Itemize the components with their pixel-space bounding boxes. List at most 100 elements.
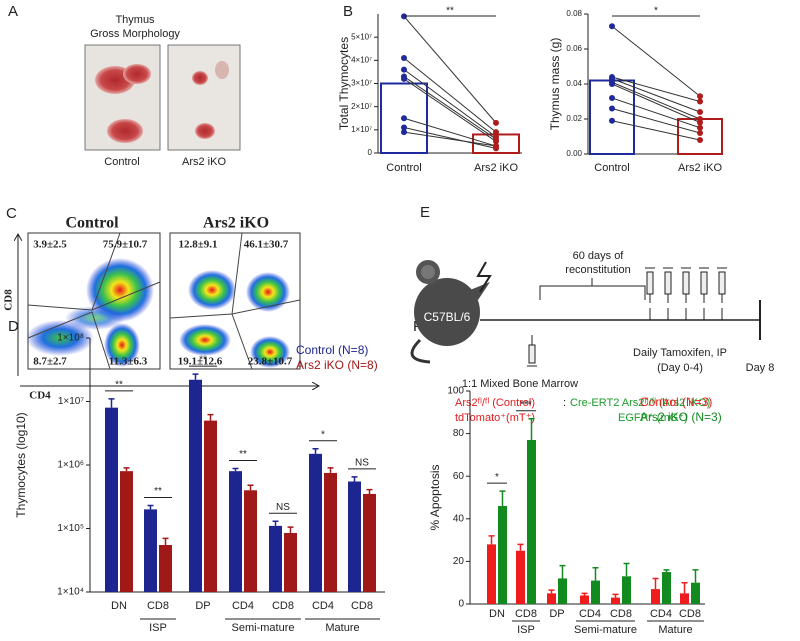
thymus-lobe bbox=[192, 71, 208, 85]
significance: ** bbox=[239, 449, 247, 460]
bar bbox=[580, 595, 589, 604]
y-tick-label: 0.04 bbox=[566, 79, 582, 88]
pair-line bbox=[611, 25, 701, 97]
bar bbox=[691, 582, 700, 604]
bar bbox=[487, 544, 496, 604]
y-tick-label: 1×10⁷ bbox=[351, 125, 372, 134]
y-tick-label: 3×10⁷ bbox=[351, 79, 372, 88]
error-bar bbox=[272, 520, 279, 526]
bar bbox=[680, 593, 689, 604]
pair-line bbox=[611, 120, 701, 141]
bar bbox=[363, 493, 376, 592]
strain-label: C57BL/6 bbox=[424, 310, 471, 324]
error-bar bbox=[559, 564, 566, 579]
panel-label: A bbox=[8, 3, 18, 20]
y-tick-label: 1×10⁵ bbox=[57, 523, 84, 534]
bar bbox=[284, 532, 297, 592]
error-bar bbox=[681, 581, 688, 594]
separator: : bbox=[563, 397, 566, 409]
plot-title: Control bbox=[65, 215, 119, 232]
x-tick-label: Control bbox=[386, 162, 421, 174]
y-tick-label: 1×10⁷ bbox=[58, 396, 85, 407]
data-point bbox=[401, 55, 407, 62]
bar bbox=[498, 506, 507, 604]
pair-line bbox=[611, 83, 701, 123]
flow-plot bbox=[26, 232, 301, 370]
x-tick-label: DP bbox=[195, 600, 210, 612]
error-bar bbox=[108, 398, 115, 408]
error-bar bbox=[692, 569, 699, 583]
significance: ** bbox=[199, 355, 207, 366]
error-bar bbox=[612, 593, 619, 598]
bar bbox=[324, 472, 337, 592]
error-bar bbox=[351, 476, 358, 482]
data-point bbox=[697, 93, 703, 100]
data-point bbox=[401, 115, 407, 122]
group-label: Mature bbox=[658, 624, 692, 636]
annotation: 1:1 Mixed Bone Marrow bbox=[462, 378, 578, 390]
annotation: Daily Tamoxifen, IP bbox=[633, 347, 727, 359]
gate-value: 8.7±2.7 bbox=[33, 356, 67, 368]
donor: Cre-ERT2 Ars2ᶠˡ/ᶠˡ (Ars2 iKO) bbox=[570, 397, 710, 409]
reporter: EGFP⁺ (mG⁺) bbox=[618, 412, 688, 424]
x-tick-label: CD8 bbox=[515, 608, 537, 620]
pair-line bbox=[403, 69, 497, 138]
pair-line bbox=[403, 127, 497, 149]
irradiation-icon bbox=[476, 261, 492, 293]
error-bar bbox=[327, 467, 334, 473]
y-tick-label: 1×10⁶ bbox=[57, 460, 84, 471]
gate-value: 46.1±30.7 bbox=[244, 239, 289, 251]
y-tick-label: 5×10⁷ bbox=[351, 32, 372, 41]
y-tick-label: 4×10⁷ bbox=[351, 55, 372, 64]
pair-line bbox=[403, 78, 497, 142]
x-tick-label: CD8 bbox=[272, 600, 294, 612]
panel-title: Gross Morphology bbox=[90, 28, 180, 40]
y-tick-label: 0.00 bbox=[566, 149, 582, 158]
bar bbox=[120, 471, 133, 592]
legend-entry: Ars2 iKO (N=8) bbox=[296, 358, 378, 372]
bar bbox=[611, 597, 620, 604]
y-tick-label: 2×10⁷ bbox=[351, 102, 372, 111]
y-tick-label: 0.02 bbox=[566, 114, 582, 123]
group-label: Semi-mature bbox=[232, 622, 295, 634]
bar bbox=[622, 576, 631, 604]
pair-line bbox=[403, 117, 497, 147]
bar bbox=[269, 525, 282, 592]
error-bar bbox=[207, 413, 214, 421]
panel-label: C bbox=[6, 205, 17, 222]
gate-value: 12.8±9.1 bbox=[178, 239, 217, 251]
bar bbox=[309, 453, 322, 592]
panel-label: D bbox=[8, 318, 19, 335]
data-point bbox=[401, 75, 407, 82]
mouse bbox=[410, 260, 490, 364]
y-tick-label: 40 bbox=[453, 513, 465, 524]
error-bar bbox=[287, 526, 294, 533]
legend-entry: Control (N=8) bbox=[296, 343, 368, 357]
injections bbox=[527, 267, 727, 367]
error-bar bbox=[232, 467, 239, 472]
significance: NS bbox=[355, 458, 369, 469]
x-tick-label: DN bbox=[489, 608, 505, 620]
thymus-lobe bbox=[195, 123, 215, 139]
bar bbox=[348, 481, 361, 592]
group-label: ISP bbox=[517, 624, 535, 636]
data-point bbox=[401, 129, 407, 136]
y-tick-label: 0.06 bbox=[566, 44, 582, 53]
error-bar bbox=[247, 484, 254, 491]
bar bbox=[105, 407, 118, 592]
gate-value: 75.9±10.7 bbox=[103, 239, 148, 251]
x-tick-label: DN bbox=[111, 600, 127, 612]
bar bbox=[189, 379, 202, 592]
y-tick-label: 20 bbox=[453, 556, 465, 567]
y-tick-label: 1×10⁴ bbox=[57, 587, 84, 598]
data-point bbox=[697, 137, 703, 143]
x-tick-label: Control bbox=[594, 162, 629, 174]
significance: NS bbox=[276, 502, 290, 513]
thymus-lobe bbox=[107, 119, 143, 143]
photo-label: Control bbox=[104, 156, 139, 168]
bar bbox=[662, 572, 671, 604]
bar bbox=[547, 593, 556, 604]
panel-title: Thymus bbox=[115, 14, 155, 26]
y-axis-label: Thymus mass (g) bbox=[548, 38, 562, 131]
gate-value: 19.1±12.6 bbox=[178, 356, 223, 368]
